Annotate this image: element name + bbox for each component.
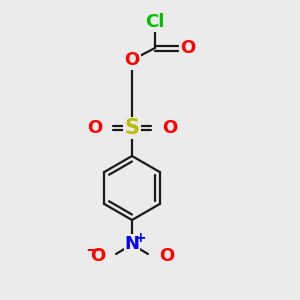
Text: +: + [134,231,146,245]
Text: O: O [180,39,195,57]
Text: O: O [159,247,174,265]
Text: S: S [124,118,140,138]
Text: Cl: Cl [145,13,165,31]
Text: O: O [90,247,105,265]
Text: O: O [124,51,140,69]
Text: O: O [162,119,177,137]
Text: O: O [87,119,102,137]
Text: −: − [85,242,100,260]
Text: N: N [124,235,140,253]
